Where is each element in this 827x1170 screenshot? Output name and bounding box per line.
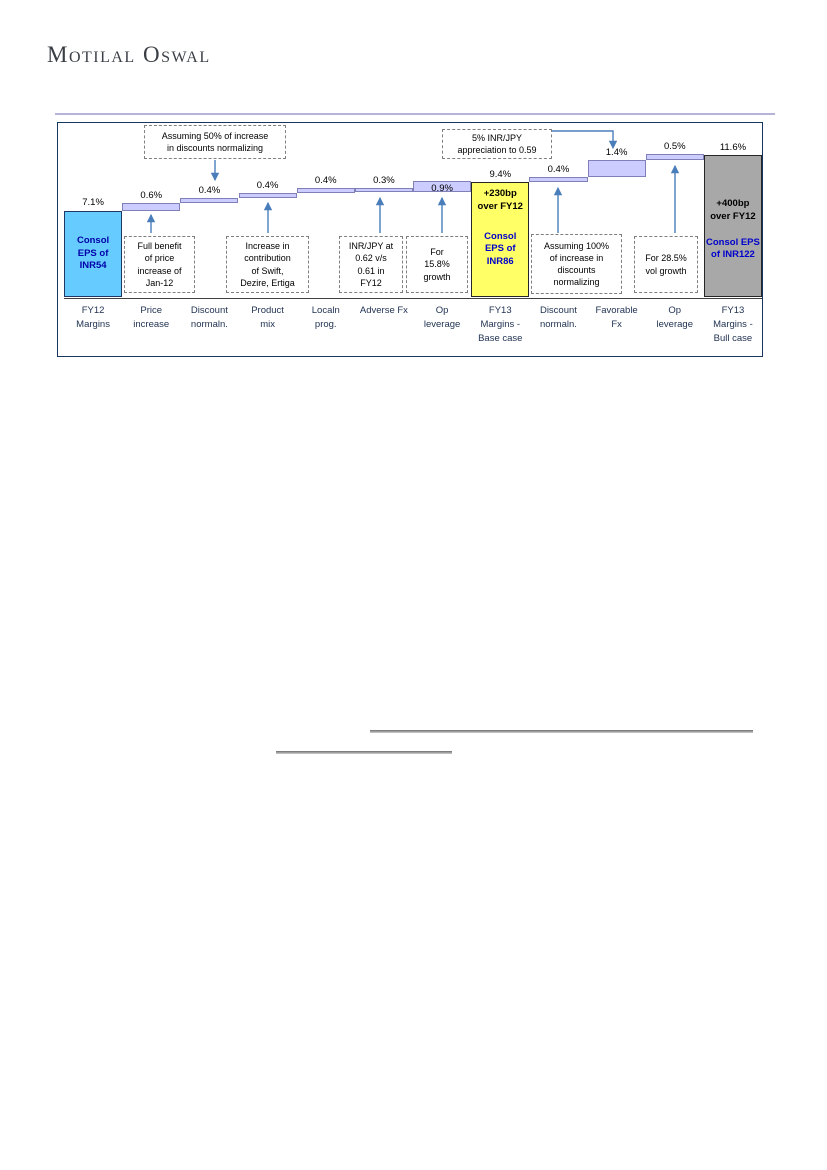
bar-product-mix — [238, 193, 297, 199]
annotation-price-benefit: Full benefit of price increase of Jan-12 — [124, 236, 195, 293]
bar-adverse-fx — [354, 188, 413, 193]
bar-fy13-margins-base-case: +230bp over FY12 Consol EPS of INR86 — [471, 182, 530, 298]
category-label-fy12-margins: FY12 Margins — [76, 305, 110, 330]
bar-discount-normaln — [529, 177, 588, 183]
bar-value-localn-prog: 0.4% — [314, 174, 337, 186]
annotation-discounts-100: Assuming 100% of increase in discounts n… — [531, 234, 622, 294]
category-label-discount-normaln: Discount normaln. — [190, 305, 228, 330]
annotation-growth-158: For 15.8% growth — [406, 236, 468, 293]
bar-discount-normaln — [180, 198, 239, 204]
bar-op-leverage — [645, 154, 704, 161]
x-axis-line — [64, 297, 762, 299]
category-label-localn-prog: Localn prog. — [311, 305, 340, 330]
margin-waterfall-chart: Consol EPS of INR54 +230bp over FY12 Conso… — [57, 122, 763, 357]
category-label-price-increase: Price increase — [133, 305, 170, 330]
company-logo: Motilal Oswal — [47, 42, 211, 67]
category-label-discount-normaln: Discount normaln. — [539, 305, 577, 330]
bar-text-fy13-margins-bull-case-1: Consol EPS of INR122 — [706, 237, 760, 261]
bar-text-fy13-margins-bull-case-0: +400bp over FY12 — [710, 198, 756, 222]
category-label-product-mix: Product mix — [251, 305, 284, 330]
annotation-product-contribution: Increase in contribution of Swift, Dezir… — [226, 236, 309, 293]
divider-line-2 — [276, 751, 452, 754]
bar-localn-prog — [296, 188, 355, 194]
chart-outer-top-border — [55, 113, 775, 115]
bar-fy13-margins-bull-case: +400bp over FY12 Consol EPS of INR122 — [703, 155, 763, 298]
annotation-inr-jpy-rate: INR/JPY at 0.62 v/s 0.61 in FY12 — [339, 236, 403, 293]
bar-value-adverse-fx: 0.3% — [373, 174, 395, 186]
category-label-op-leverage: Op leverage — [656, 305, 693, 330]
bars-layer: Consol EPS of INR54 +230bp over FY12 Conso… — [58, 123, 763, 356]
divider-line-1 — [370, 730, 753, 733]
annotation-vol-growth-285: For 28.5% vol growth — [634, 236, 698, 293]
bar-value-discount-normaln: 0.4% — [547, 163, 570, 175]
bar-value-product-mix: 0.4% — [256, 179, 279, 191]
bar-value-op-leverage: 0.9% — [431, 182, 453, 194]
bar-price-increase — [122, 203, 181, 211]
annotation-inr-jpy-appreciation: 5% INR/JPY appreciation to 0.59 — [442, 129, 552, 159]
bar-value-fy13-margins-bull-case: 11.6% — [719, 141, 747, 153]
category-label-op-leverage: Op leverage — [423, 305, 461, 330]
bar-value-price-increase: 0.6% — [140, 189, 163, 201]
bar-text-fy13-margins-base-case-0: +230bp over FY12 — [477, 188, 523, 212]
bar-value-fy13-margins-base-case: 9.4% — [489, 168, 512, 180]
value-labels-layer: 7.1% FY12 Margins 0.6% Price increase 0.4% Di… — [58, 123, 762, 356]
bar-text-fy13-margins-base-case-1: Consol EPS of INR86 — [484, 231, 517, 267]
bar-value-fy12-margins: 7.1% — [82, 197, 104, 209]
category-label-fy13-margins-base-case: FY13 Margins - Base case — [478, 305, 523, 344]
bar-favorable-fx — [587, 160, 646, 178]
category-label-fy13-margins-bull-case: FY13 Margins - Bull case — [713, 305, 753, 344]
bar-text-fy12-margins-0: Consol EPS of INR54 — [76, 235, 110, 272]
category-label-adverse-fx: Adverse Fx — [359, 305, 408, 316]
bar-op-leverage — [413, 181, 472, 193]
bar-value-discount-normaln: 0.4% — [198, 184, 221, 196]
bar-value-favorable-fx: 1.4% — [605, 146, 628, 158]
bar-fy12-margins: Consol EPS of INR54 — [64, 210, 123, 298]
bar-value-op-leverage: 0.5% — [663, 140, 686, 152]
category-label-favorable-fx: Favorable Fx — [595, 305, 638, 330]
annotation-discounts-50: Assuming 50% of increase in discounts no… — [144, 125, 286, 159]
